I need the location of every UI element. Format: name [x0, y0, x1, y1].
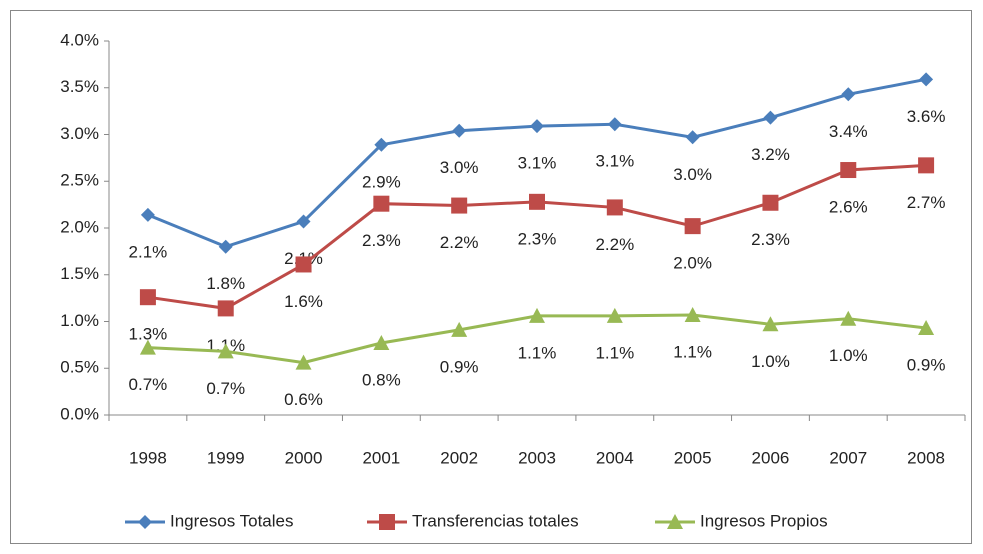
data-point	[139, 339, 156, 355]
data-point	[373, 195, 390, 212]
data-point	[918, 157, 935, 174]
x-tick-label: 2007	[829, 448, 867, 467]
legend-label: Transferencias totales	[412, 511, 579, 530]
data-label: 2.3%	[362, 231, 401, 250]
x-tick-label: 2003	[518, 448, 556, 467]
data-label: 3.6%	[907, 107, 946, 126]
y-tick-label: 2.5%	[60, 171, 99, 190]
data-point	[840, 310, 857, 326]
data-point	[684, 306, 701, 322]
data-label: 1.1%	[595, 343, 634, 362]
data-point	[841, 87, 856, 102]
data-label: 0.7%	[206, 379, 245, 398]
data-point	[374, 137, 389, 152]
legend-label: Ingresos Totales	[170, 511, 293, 530]
legend-label: Ingresos Propios	[700, 511, 828, 530]
data-label: 2.3%	[751, 230, 790, 249]
data-label: 2.7%	[907, 193, 946, 212]
data-label: 2.2%	[440, 233, 479, 252]
data-label: 3.1%	[595, 152, 634, 171]
data-point	[140, 207, 155, 222]
data-label: 0.8%	[362, 370, 401, 389]
data-point	[530, 119, 544, 134]
data-point	[139, 289, 156, 306]
data-point	[762, 316, 779, 332]
data-point	[607, 117, 622, 132]
data-point	[919, 72, 934, 87]
data-point	[918, 320, 935, 336]
legend-marker	[379, 514, 395, 530]
data-point	[218, 239, 233, 254]
data-label: 2.3%	[518, 229, 557, 248]
data-point	[606, 307, 623, 323]
y-tick-label: 4.0%	[60, 30, 99, 49]
data-point	[451, 321, 468, 337]
data-point	[217, 300, 234, 317]
y-tick-label: 2.0%	[60, 217, 99, 236]
data-label: 1.0%	[829, 346, 868, 365]
data-point	[296, 214, 311, 229]
x-tick-label: 1998	[129, 448, 167, 467]
y-tick-label: 0.5%	[60, 358, 99, 377]
data-label: 3.4%	[829, 122, 868, 141]
x-tick-label: 2002	[440, 448, 478, 467]
data-label: 1.0%	[751, 352, 790, 371]
data-label: 2.2%	[595, 235, 634, 254]
x-tick-label: 2001	[362, 448, 400, 467]
data-label: 1.6%	[284, 292, 323, 311]
data-label: 1.1%	[673, 342, 712, 361]
x-tick-label: 2006	[752, 448, 790, 467]
x-tick-label: 2004	[596, 448, 634, 467]
data-point	[762, 194, 779, 211]
x-tick-label: 2000	[285, 448, 323, 467]
data-label: 0.6%	[284, 390, 323, 409]
data-point	[840, 162, 857, 179]
legend-marker	[667, 514, 683, 529]
data-label: 3.2%	[751, 145, 790, 164]
data-label: 2.6%	[829, 198, 868, 217]
data-point	[606, 199, 623, 216]
data-label: 0.7%	[129, 375, 168, 394]
chart-border	[10, 10, 972, 544]
data-point	[685, 130, 700, 145]
data-label: 3.1%	[518, 154, 557, 173]
data-point	[295, 256, 312, 273]
data-label: 2.9%	[362, 172, 401, 191]
x-tick-label: 2005	[674, 448, 712, 467]
data-point	[529, 193, 545, 210]
data-point	[217, 343, 234, 359]
data-point	[763, 110, 778, 125]
x-tick-label: 1999	[207, 448, 245, 467]
x-tick-label: 2008	[907, 448, 945, 467]
y-tick-label: 3.0%	[60, 124, 99, 143]
y-tick-label: 1.0%	[60, 311, 99, 330]
y-tick-label: 1.5%	[60, 264, 99, 283]
data-label: 0.9%	[907, 356, 946, 375]
data-label: 1.1%	[518, 343, 557, 362]
data-label: 3.0%	[673, 165, 712, 184]
y-tick-label: 3.5%	[60, 77, 99, 96]
data-label: 1.3%	[129, 325, 168, 344]
data-point	[452, 123, 467, 138]
data-label: 1.8%	[206, 274, 245, 293]
data-label: 3.0%	[440, 158, 479, 177]
data-label: 2.0%	[673, 254, 712, 273]
data-label: 0.9%	[440, 357, 479, 376]
data-point	[295, 354, 312, 370]
data-point	[529, 307, 545, 323]
data-point	[451, 197, 468, 214]
y-tick-label: 0.0%	[60, 404, 99, 423]
data-label: 2.1%	[129, 242, 168, 261]
legend-marker	[138, 515, 152, 529]
data-point	[373, 335, 390, 351]
data-point	[684, 218, 701, 235]
